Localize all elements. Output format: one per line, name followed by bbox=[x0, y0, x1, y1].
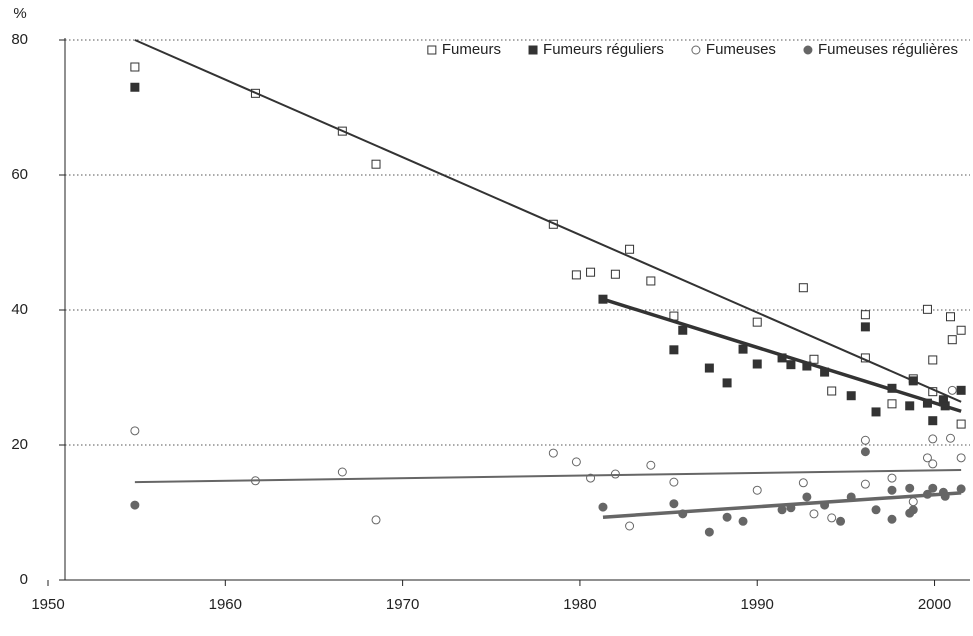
point bbox=[956, 419, 966, 429]
point bbox=[860, 310, 870, 320]
trend-line bbox=[602, 297, 962, 413]
point bbox=[752, 485, 762, 495]
point bbox=[598, 502, 608, 512]
x-tick-label: 2000 bbox=[918, 596, 951, 613]
point bbox=[956, 385, 966, 395]
point bbox=[905, 483, 915, 493]
y-tick-label: 80 bbox=[11, 31, 28, 48]
point bbox=[887, 473, 897, 483]
legend-marker bbox=[803, 45, 813, 55]
point bbox=[809, 354, 819, 364]
point bbox=[887, 514, 897, 524]
point bbox=[337, 467, 347, 477]
point bbox=[947, 335, 957, 345]
point bbox=[786, 360, 796, 370]
point bbox=[371, 515, 381, 525]
point bbox=[798, 283, 808, 293]
legend-label: Fumeurs bbox=[442, 41, 501, 58]
point bbox=[956, 484, 966, 494]
point bbox=[625, 521, 635, 531]
point bbox=[130, 500, 140, 510]
point bbox=[945, 312, 955, 322]
point bbox=[130, 82, 140, 92]
point bbox=[887, 485, 897, 495]
point bbox=[586, 267, 596, 277]
x-tick-label: 1990 bbox=[741, 596, 774, 613]
point bbox=[809, 509, 819, 519]
point bbox=[738, 344, 748, 354]
point bbox=[860, 479, 870, 489]
point bbox=[908, 497, 918, 507]
y-tick-label: 40 bbox=[11, 301, 28, 318]
legend-label: Fumeurs réguliers bbox=[543, 41, 664, 58]
point bbox=[922, 304, 932, 314]
point bbox=[860, 447, 870, 457]
point bbox=[571, 270, 581, 280]
legend-marker bbox=[528, 45, 538, 55]
point bbox=[905, 401, 915, 411]
y-tick-label: 20 bbox=[11, 436, 28, 453]
point bbox=[371, 159, 381, 169]
y-tick-label: 0 bbox=[20, 571, 28, 588]
point bbox=[928, 434, 938, 444]
point bbox=[928, 483, 938, 493]
point bbox=[827, 513, 837, 523]
point bbox=[752, 317, 762, 327]
point bbox=[625, 244, 635, 254]
point bbox=[860, 322, 870, 332]
legend-label: Fumeuses régulières bbox=[818, 41, 958, 58]
point bbox=[646, 276, 656, 286]
point bbox=[956, 453, 966, 463]
point bbox=[738, 516, 748, 526]
point bbox=[827, 386, 837, 396]
point bbox=[669, 345, 679, 355]
point bbox=[802, 492, 812, 502]
point bbox=[956, 325, 966, 335]
point bbox=[887, 399, 897, 409]
point bbox=[836, 516, 846, 526]
point bbox=[130, 426, 140, 436]
x-tick-label: 1980 bbox=[563, 596, 596, 613]
trend-line bbox=[134, 39, 962, 403]
point bbox=[669, 477, 679, 487]
point bbox=[945, 433, 955, 443]
point bbox=[871, 505, 881, 515]
point bbox=[646, 460, 656, 470]
y-unit: % bbox=[13, 5, 26, 22]
x-tick-label: 1960 bbox=[209, 596, 242, 613]
point bbox=[798, 478, 808, 488]
point bbox=[846, 391, 856, 401]
point bbox=[722, 378, 732, 388]
point bbox=[871, 407, 881, 417]
point bbox=[669, 499, 679, 509]
point bbox=[860, 435, 870, 445]
point bbox=[610, 269, 620, 279]
point bbox=[752, 359, 762, 369]
point bbox=[704, 363, 714, 373]
x-tick-label: 1970 bbox=[386, 596, 419, 613]
point bbox=[678, 325, 688, 335]
point bbox=[704, 527, 714, 537]
trend-line bbox=[134, 468, 962, 484]
trend-line bbox=[602, 491, 962, 519]
point bbox=[130, 62, 140, 72]
point bbox=[908, 505, 918, 515]
point bbox=[722, 512, 732, 522]
point bbox=[571, 457, 581, 467]
point bbox=[922, 453, 932, 463]
y-tick-label: 60 bbox=[11, 166, 28, 183]
legend-label: Fumeuses bbox=[706, 41, 776, 58]
legend-marker bbox=[691, 45, 701, 55]
point bbox=[548, 448, 558, 458]
legend-marker bbox=[427, 45, 437, 55]
point bbox=[928, 459, 938, 469]
point bbox=[947, 385, 957, 395]
x-tick-label: 1950 bbox=[31, 596, 64, 613]
point bbox=[928, 416, 938, 426]
point bbox=[928, 355, 938, 365]
